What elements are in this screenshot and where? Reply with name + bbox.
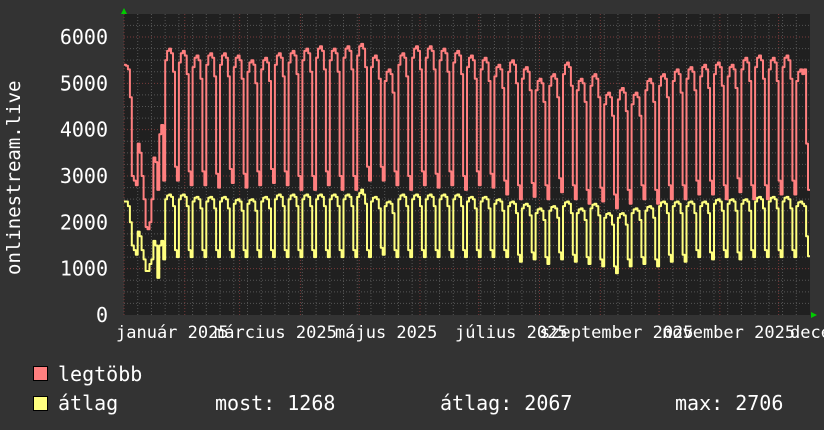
- y-tick-label: 3000: [60, 164, 108, 188]
- x-tick-label: november 2025: [662, 323, 795, 343]
- series-line-atlag: [124, 188, 810, 279]
- x-tick-label: május 2025: [335, 323, 437, 343]
- series-line-legtobb: [124, 42, 810, 231]
- stat-now: most: 1268: [215, 391, 336, 415]
- x-tick-label: július 2025: [455, 323, 568, 343]
- stat-max: max: 2706: [675, 391, 784, 415]
- y-tick-label: 0: [96, 303, 108, 327]
- x-tick-label: január 2025: [116, 323, 229, 343]
- series-lines: [124, 42, 810, 279]
- x-tick-label: szeptember 2025: [540, 323, 694, 343]
- x-axis-arrow-icon: [811, 312, 817, 318]
- x-tick-label: december 2025: [790, 323, 824, 343]
- y-axis-ticks: 0 1000 2000 3000 4000 5000 6000: [60, 25, 108, 327]
- legend-swatch-atlag: [33, 396, 48, 411]
- y-tick-label: 2000: [60, 210, 108, 234]
- y-tick-label: 5000: [60, 71, 108, 95]
- legend-label-legtobb: legtöbb: [58, 362, 143, 386]
- legend-label-atlag: átlag: [58, 391, 119, 415]
- y-tick-label: 6000: [60, 25, 108, 49]
- y-axis-arrow-icon: [121, 8, 127, 14]
- x-tick-label: március 2025: [214, 323, 337, 343]
- y-axis-label: onlinestream.live: [3, 81, 25, 275]
- y-tick-label: 4000: [60, 118, 108, 142]
- y-tick-label: 1000: [60, 257, 108, 281]
- stat-average: átlag: 2067: [440, 391, 573, 415]
- legend-swatch-legtobb: [33, 366, 48, 381]
